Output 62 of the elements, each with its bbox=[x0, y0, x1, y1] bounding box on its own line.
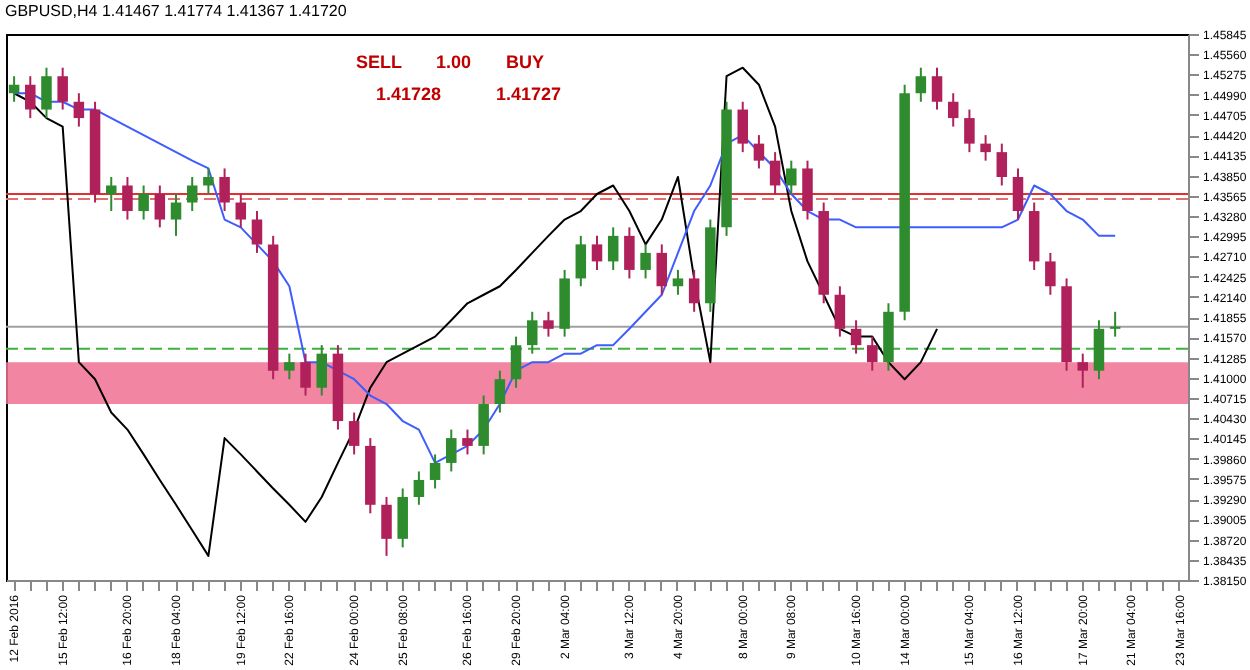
candlestick bbox=[591, 234, 603, 271]
candlestick bbox=[429, 453, 441, 490]
annotation: 1.00 bbox=[436, 52, 472, 72]
candlestick bbox=[203, 167, 214, 195]
candlestick bbox=[25, 75, 36, 120]
candlestick bbox=[947, 92, 959, 128]
candlestick bbox=[57, 66, 68, 111]
candlestick bbox=[526, 310, 538, 355]
candlestick bbox=[543, 310, 554, 338]
candlestick bbox=[1045, 251, 1056, 296]
chart-title: GBPUSD,H4 1.41467 1.41774 1.41367 1.41720 bbox=[5, 2, 348, 20]
candlestick bbox=[348, 411, 360, 456]
candlestick bbox=[575, 234, 587, 288]
candlestick bbox=[867, 335, 878, 372]
candlestick bbox=[964, 108, 975, 154]
candlestick bbox=[41, 66, 52, 120]
annotation: BUY bbox=[506, 52, 545, 72]
candlestick bbox=[624, 226, 635, 280]
annotation: SELL bbox=[356, 52, 404, 72]
candlestick bbox=[931, 66, 943, 111]
candlestick bbox=[170, 193, 182, 237]
candlestick bbox=[316, 344, 327, 397]
candlestick bbox=[510, 335, 522, 389]
candlestick bbox=[786, 159, 797, 195]
candlestick bbox=[413, 470, 425, 506]
candlestick bbox=[73, 92, 85, 128]
candlestick bbox=[753, 134, 765, 170]
candlestick bbox=[1109, 310, 1121, 338]
candlestick bbox=[186, 175, 198, 213]
candlestick bbox=[138, 184, 149, 221]
candlestick bbox=[1077, 352, 1089, 389]
candlestick bbox=[1093, 319, 1105, 381]
candlestick bbox=[915, 66, 927, 103]
candlestick bbox=[300, 352, 311, 397]
candlestick bbox=[462, 428, 473, 456]
candlestick bbox=[980, 134, 991, 162]
candlestick bbox=[235, 193, 247, 229]
candlestick bbox=[996, 142, 1008, 187]
candlestick bbox=[284, 352, 295, 381]
candlestick bbox=[802, 159, 813, 221]
annotation: 1.41727 bbox=[496, 84, 562, 104]
candlestick bbox=[656, 243, 668, 296]
candlestick bbox=[672, 268, 684, 296]
candlestick bbox=[105, 175, 117, 213]
candlestick bbox=[494, 369, 506, 414]
candlestick bbox=[478, 394, 489, 456]
candlestick bbox=[688, 268, 700, 313]
candlestick bbox=[607, 226, 619, 271]
candlestick bbox=[834, 285, 846, 338]
candlestick bbox=[397, 487, 408, 549]
candlestick bbox=[640, 243, 651, 280]
candlestick bbox=[769, 151, 781, 195]
candlestick bbox=[1012, 167, 1024, 221]
candlestick bbox=[737, 100, 748, 154]
candlestick bbox=[446, 428, 457, 473]
candlestick bbox=[850, 319, 862, 355]
candlestick bbox=[381, 495, 392, 557]
candlestick bbox=[251, 210, 263, 254]
annotation: 1.41728 bbox=[376, 84, 442, 104]
candlestick bbox=[154, 184, 166, 229]
candlestick bbox=[122, 175, 133, 221]
candlestick bbox=[219, 167, 230, 213]
